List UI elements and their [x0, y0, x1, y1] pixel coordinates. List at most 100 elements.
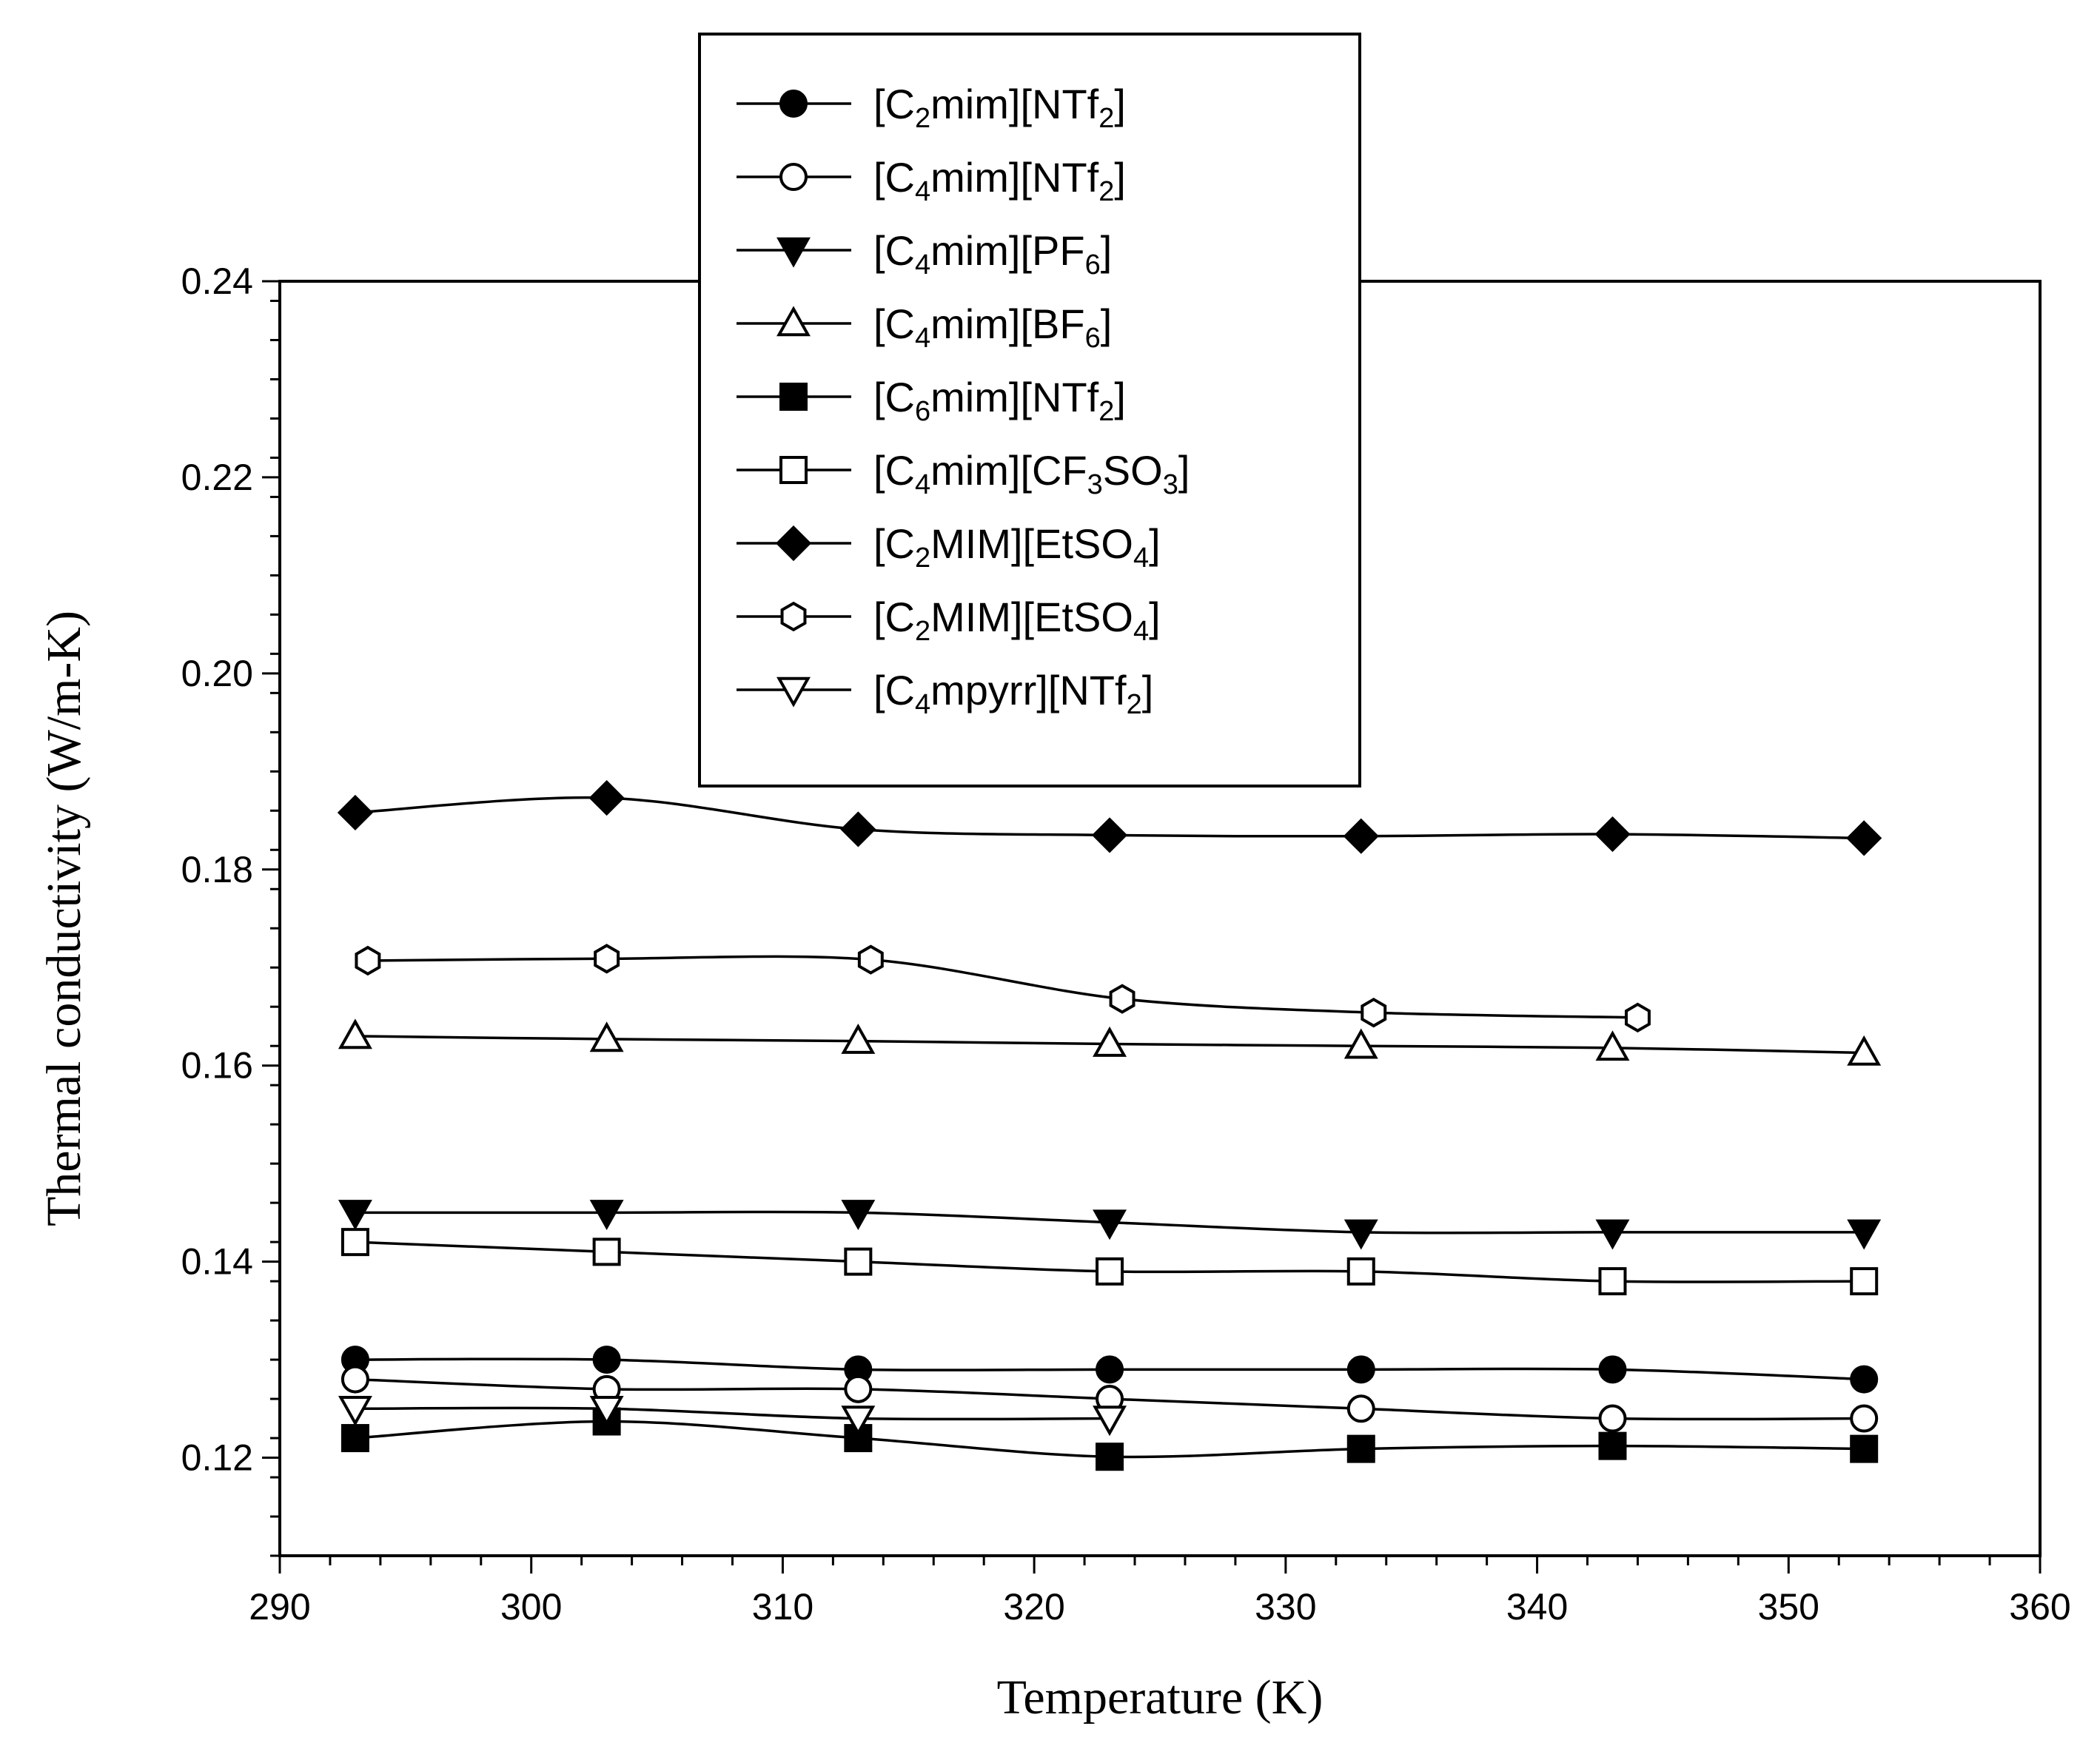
legend-label: [C2MIM][EtSO4]	[873, 594, 1161, 647]
data-point	[592, 1346, 621, 1374]
data-point	[1346, 1257, 1375, 1286]
data-point	[1598, 1267, 1627, 1296]
data-point	[1847, 1035, 1882, 1066]
legend-entry: [C2MIM][EtSO4]	[737, 520, 1161, 574]
y-tick-label: 0.16	[181, 1045, 253, 1087]
data-point	[1343, 1028, 1378, 1059]
x-tick-label: 360	[2009, 1586, 2070, 1628]
data-point	[1093, 1209, 1127, 1240]
legend: [C2mim][NTf2] [C4mim][NTf2] [C4mim][PF6] [C…	[698, 33, 1361, 787]
x-axis-title: Temperature (K)	[997, 1670, 1324, 1724]
legend-label: [C2MIM][EtSO4]	[873, 520, 1161, 574]
legend-marker	[779, 163, 808, 191]
x-tick-label: 330	[1255, 1586, 1316, 1628]
series-9	[338, 1396, 1127, 1437]
series-1	[341, 1346, 1879, 1394]
legend-marker	[780, 601, 807, 632]
y-tick-label: 0.12	[181, 1437, 253, 1479]
data-point	[1624, 1002, 1651, 1032]
data-point	[857, 944, 884, 975]
data-point	[841, 1200, 876, 1231]
data-point	[840, 811, 876, 847]
series-4	[338, 1018, 1882, 1066]
y-tick-label: 0.14	[181, 1241, 253, 1283]
legend-label: [C4mim][BF6]	[873, 300, 1112, 354]
data-point	[588, 779, 625, 816]
legend-box	[698, 33, 1361, 787]
data-point	[1598, 1431, 1627, 1460]
legend-marker	[779, 383, 808, 411]
y-tick-label: 0.18	[181, 849, 253, 890]
legend-marker	[776, 676, 811, 708]
y-tick-label: 0.24	[181, 261, 253, 302]
data-point	[1096, 1257, 1124, 1286]
legend-label: [C6mim][NTf2]	[873, 374, 1126, 427]
legend-marker	[779, 90, 808, 118]
legend-marker	[776, 306, 811, 337]
data-point	[337, 794, 373, 831]
data-point	[338, 1018, 372, 1050]
data-point	[589, 1021, 624, 1052]
legend-label: [C4mim][NTf2]	[873, 154, 1126, 207]
series-line	[355, 1406, 1110, 1421]
data-point	[341, 1424, 369, 1453]
series-line	[367, 955, 1638, 1019]
legend-entry: [C6mim][NTf2]	[737, 374, 1126, 427]
legend-label: [C4mpyrr][NTf2]	[873, 667, 1153, 720]
data-point	[341, 1228, 369, 1257]
legend-entry: [C2mim][NTf2]	[737, 81, 1126, 134]
data-point	[1346, 1394, 1375, 1423]
x-tick-label: 290	[249, 1586, 310, 1628]
data-point	[1850, 1267, 1879, 1296]
y-tick-label: 0.22	[181, 457, 253, 498]
legend-marker	[779, 456, 808, 484]
data-point	[1595, 1030, 1630, 1061]
series-6	[341, 1228, 1879, 1296]
x-tick-label: 300	[500, 1586, 562, 1628]
x-tick-label: 310	[752, 1586, 814, 1628]
data-point	[1346, 1434, 1375, 1463]
x-tick-label: 340	[1506, 1586, 1568, 1628]
data-point	[1093, 1406, 1127, 1437]
x-tick-label: 320	[1003, 1586, 1064, 1628]
data-point	[592, 1237, 621, 1266]
data-point	[355, 945, 381, 976]
data-point	[1109, 984, 1135, 1014]
legend-entry: [C4mim][NTf2]	[737, 154, 1126, 207]
legend-label: [C2mim][NTf2]	[873, 81, 1126, 134]
y-axis-title: Thermal conductivity (W/m-K)	[37, 611, 91, 1226]
data-point	[338, 1396, 372, 1426]
y-tick-label: 0.20	[181, 653, 253, 694]
data-point	[1850, 1404, 1879, 1433]
axes-layer: 0.12 0.14 0.16 0.18 0.20 0.22 0.24 290 300 310 320…	[181, 261, 2071, 1628]
legend-entry: [C4mpyrr][NTf2]	[737, 667, 1153, 720]
data-point	[589, 1396, 624, 1426]
data-point	[1846, 820, 1882, 856]
data-point	[841, 1023, 876, 1054]
x-tick-label: 350	[1758, 1586, 1819, 1628]
data-point	[1850, 1365, 1879, 1394]
series-7	[337, 779, 1882, 856]
data-point	[1343, 818, 1379, 854]
data-point	[1343, 1219, 1378, 1250]
legend-entry: [C4mim][CF3SO3]	[737, 447, 1190, 500]
data-point	[341, 1365, 369, 1394]
data-point	[1598, 1355, 1627, 1384]
legend-entry: [C4mim][BF6]	[737, 300, 1112, 354]
legend-label: [C4mim][CF3SO3]	[873, 447, 1190, 500]
series-3	[338, 1200, 1882, 1250]
data-point	[594, 944, 620, 974]
legend-entry: [C4mim][PF6]	[737, 227, 1112, 281]
data-point	[1091, 817, 1128, 853]
data-point	[1361, 998, 1387, 1028]
legend-entry: [C2MIM][EtSO4]	[737, 594, 1161, 647]
data-point	[841, 1406, 876, 1437]
data-point	[589, 1200, 624, 1231]
data-point	[1093, 1026, 1127, 1057]
legend-marker	[776, 237, 811, 268]
data-point	[844, 1247, 873, 1276]
data-point	[1096, 1443, 1124, 1471]
data-point	[1346, 1355, 1375, 1384]
series-layer	[337, 779, 1882, 1471]
